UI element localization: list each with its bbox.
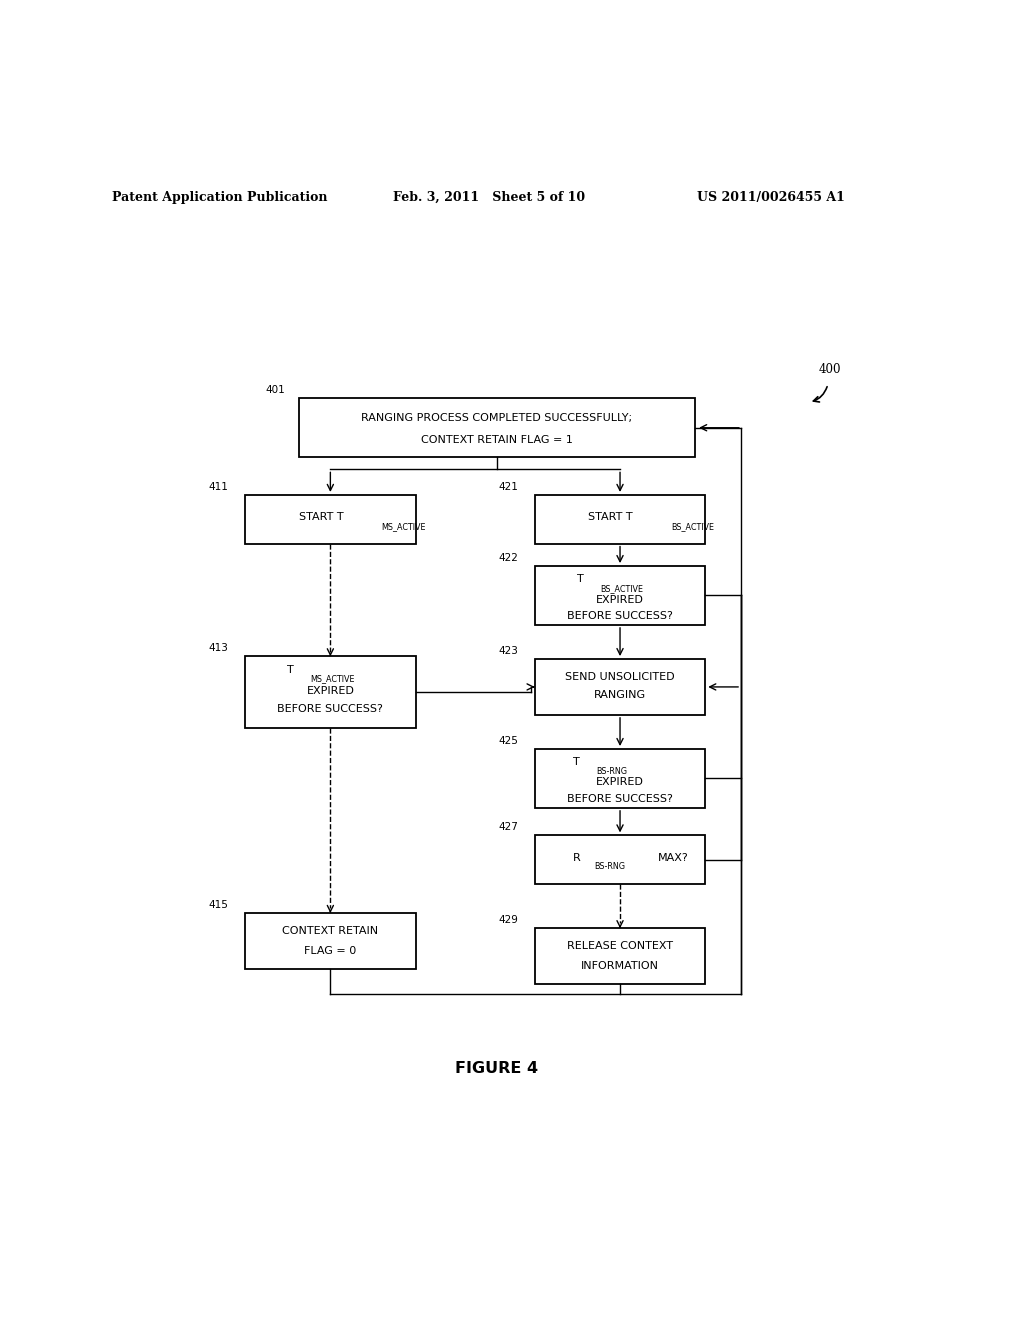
Text: CONTEXT RETAIN FLAG = 1: CONTEXT RETAIN FLAG = 1 (421, 436, 573, 445)
Text: MS_ACTIVE: MS_ACTIVE (381, 521, 426, 531)
Text: 413: 413 (208, 643, 228, 653)
Text: RANGING PROCESS COMPLETED SUCCESSFULLY;: RANGING PROCESS COMPLETED SUCCESSFULLY; (361, 413, 633, 422)
Text: Patent Application Publication: Patent Application Publication (112, 190, 327, 203)
Text: Feb. 3, 2011   Sheet 5 of 10: Feb. 3, 2011 Sheet 5 of 10 (393, 190, 585, 203)
Text: T: T (577, 574, 584, 585)
Text: 400: 400 (818, 363, 841, 376)
Text: RANGING: RANGING (594, 690, 646, 700)
Text: BS-RNG: BS-RNG (596, 767, 628, 776)
Text: 423: 423 (499, 645, 518, 656)
Text: US 2011/0026455 A1: US 2011/0026455 A1 (697, 190, 845, 203)
Text: 411: 411 (208, 482, 228, 491)
Text: 422: 422 (499, 553, 518, 562)
FancyArrowPatch shape (813, 387, 827, 403)
Bar (535, 495, 706, 544)
Text: INFORMATION: INFORMATION (581, 961, 659, 972)
Bar (535, 836, 706, 884)
Bar (245, 656, 416, 727)
Text: 421: 421 (499, 482, 518, 491)
Text: BS-RNG: BS-RNG (595, 862, 626, 871)
Text: START T: START T (299, 512, 343, 523)
Text: CONTEXT RETAIN: CONTEXT RETAIN (283, 925, 379, 936)
Text: BEFORE SUCCESS?: BEFORE SUCCESS? (567, 611, 673, 620)
Text: 425: 425 (499, 735, 518, 746)
Bar (535, 928, 706, 985)
Bar (535, 748, 706, 808)
Text: START T: START T (588, 512, 633, 523)
Text: 429: 429 (499, 915, 518, 925)
Text: RELEASE CONTEXT: RELEASE CONTEXT (567, 941, 673, 952)
Text: SEND UNSOLICITED: SEND UNSOLICITED (565, 672, 675, 681)
Text: EXPIRED: EXPIRED (596, 777, 644, 788)
Bar (245, 495, 416, 544)
Bar (245, 913, 416, 969)
Text: T: T (288, 665, 294, 675)
Bar (535, 659, 706, 715)
Text: EXPIRED: EXPIRED (306, 686, 354, 696)
Text: FLAG = 0: FLAG = 0 (304, 946, 356, 956)
Text: BEFORE SUCCESS?: BEFORE SUCCESS? (278, 705, 383, 714)
Text: 427: 427 (499, 822, 518, 832)
Text: EXPIRED: EXPIRED (596, 594, 644, 605)
Text: R: R (572, 853, 581, 863)
Text: T: T (573, 758, 580, 767)
Bar (299, 399, 695, 457)
Text: 415: 415 (208, 900, 228, 909)
Text: MS_ACTIVE: MS_ACTIVE (310, 675, 355, 684)
Text: FIGURE 4: FIGURE 4 (456, 1060, 539, 1076)
Text: MAX?: MAX? (658, 853, 689, 863)
Text: 401: 401 (265, 385, 285, 395)
Text: BS_ACTIVE: BS_ACTIVE (600, 583, 643, 593)
Bar (535, 566, 706, 624)
Text: BS_ACTIVE: BS_ACTIVE (671, 521, 714, 531)
Text: BEFORE SUCCESS?: BEFORE SUCCESS? (567, 793, 673, 804)
